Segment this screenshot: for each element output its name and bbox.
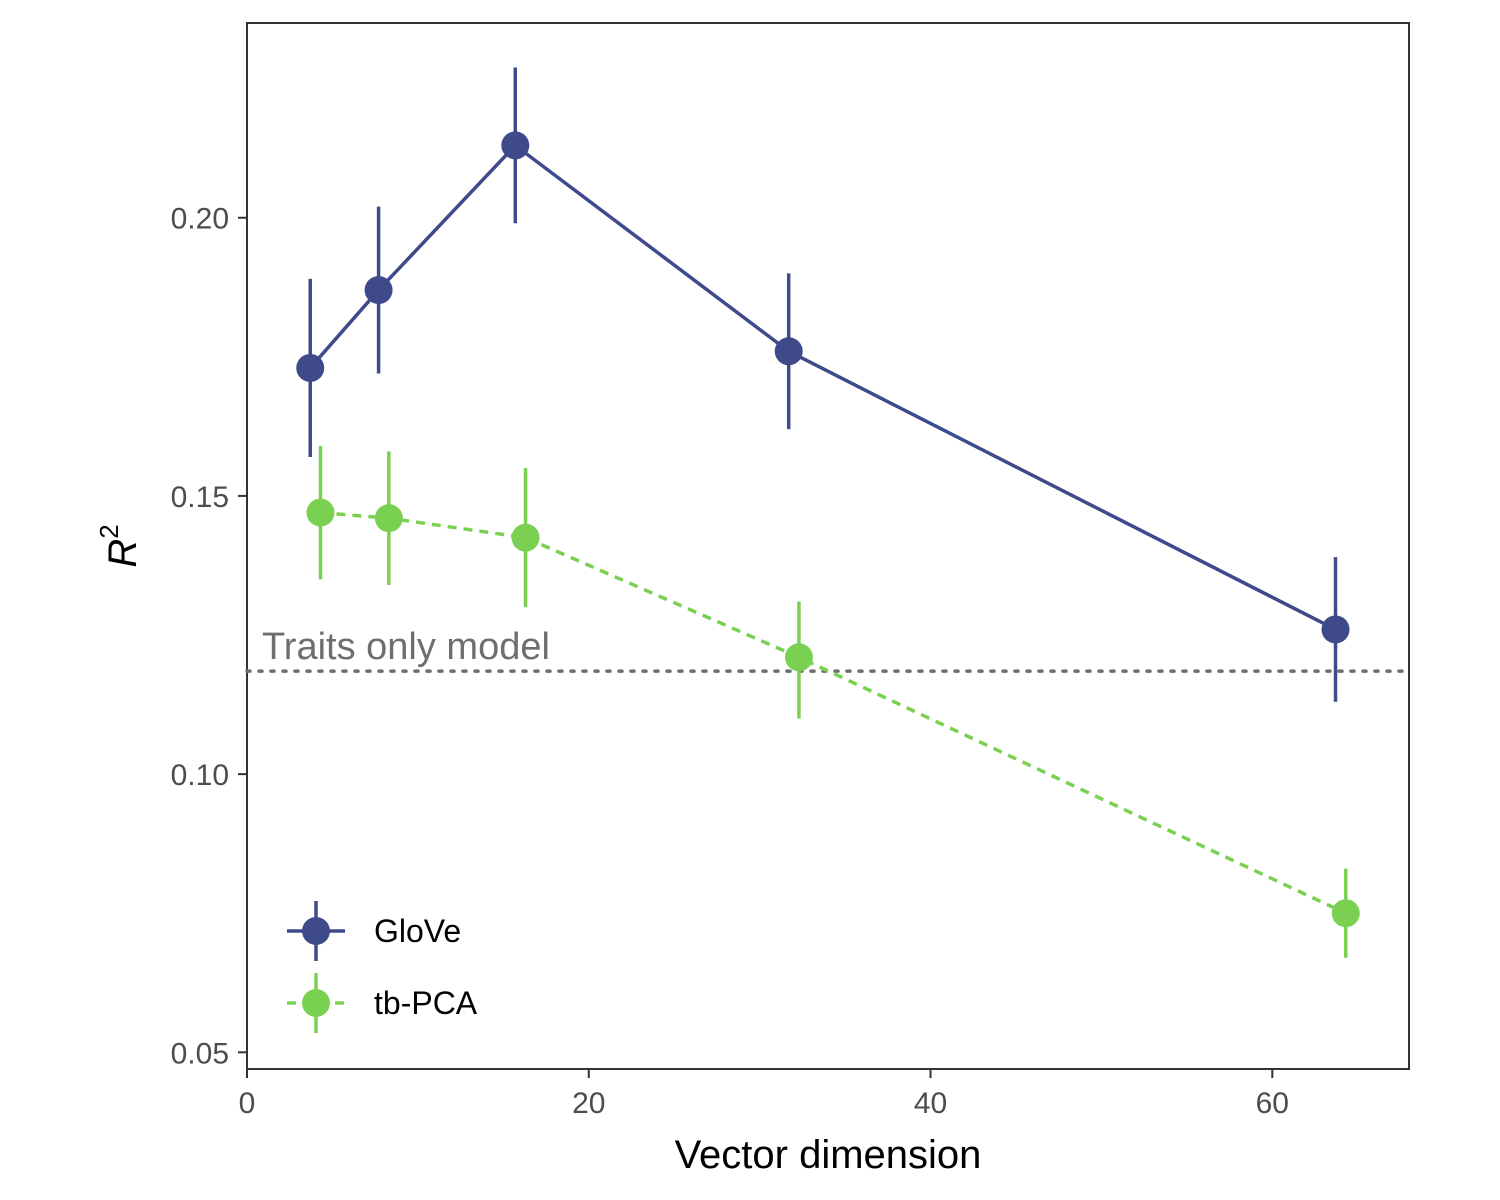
- series-glove: [296, 67, 1350, 702]
- data-point: [306, 498, 335, 527]
- data-point: [1321, 615, 1350, 644]
- y-tick-label: 0.10: [171, 759, 229, 792]
- legend-item: tb-PCA: [287, 973, 478, 1033]
- reference-layer: Traits only model: [245, 626, 1411, 673]
- legend-item: GloVe: [287, 901, 461, 961]
- y-tick-label: 0.05: [171, 1037, 229, 1070]
- x-tick-label: 20: [572, 1087, 605, 1120]
- data-point: [784, 643, 813, 672]
- x-tick-label: 0: [239, 1087, 256, 1120]
- reference-line-label: Traits only model: [262, 626, 550, 668]
- legend-label: tb-PCA: [374, 985, 478, 1021]
- series-layer: [296, 67, 1360, 958]
- axis-layer: 0 20 40 60 0.05 0.10 0.15 0.20: [171, 203, 1289, 1120]
- data-point: [511, 523, 540, 552]
- data-point: [296, 353, 325, 382]
- x-tick-label: 60: [1256, 1087, 1289, 1120]
- legend-key-point: [302, 917, 330, 945]
- plot-panel: [246, 22, 1410, 1070]
- y-axis-title-superscript: 2: [94, 524, 124, 538]
- series-line: [320, 510, 1347, 915]
- y-tick-label: 0.20: [171, 203, 229, 236]
- y-tick-label: 0.15: [171, 481, 229, 514]
- data-point: [1331, 899, 1360, 928]
- y-axis-title: R2: [94, 524, 145, 567]
- data-point: [774, 337, 803, 366]
- legend-key-point: [302, 989, 330, 1017]
- x-axis-title: Vector dimension: [675, 1133, 982, 1177]
- y-axis-title-main: R: [101, 539, 145, 568]
- series-tb-pca: [306, 445, 1360, 958]
- data-point: [374, 504, 403, 533]
- legend: GloVe tb-PCA: [287, 901, 478, 1033]
- x-tick-label: 40: [914, 1087, 947, 1120]
- legend-label: GloVe: [374, 913, 461, 949]
- data-point: [364, 276, 393, 305]
- data-point: [501, 131, 530, 160]
